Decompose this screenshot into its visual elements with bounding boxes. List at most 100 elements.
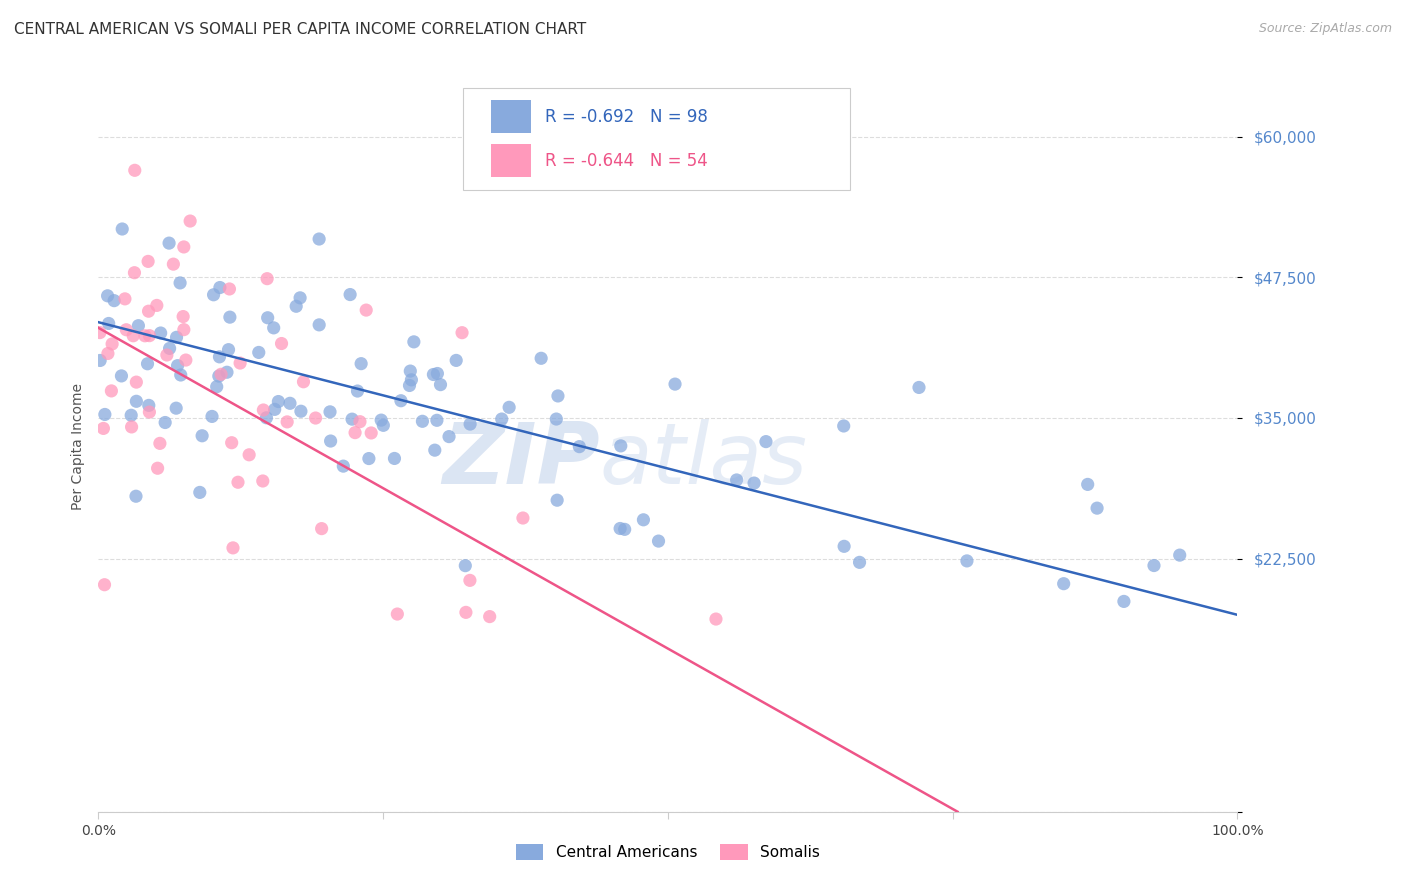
Point <box>153 416 176 430</box>
Point <box>166 359 188 373</box>
Point <box>208 350 231 364</box>
Point <box>138 398 160 412</box>
Point <box>512 511 534 525</box>
Point <box>423 443 446 458</box>
Point <box>354 303 377 318</box>
Point <box>121 420 143 434</box>
Point <box>170 368 193 382</box>
Point <box>93 578 115 592</box>
Point <box>319 434 342 448</box>
Point <box>422 368 444 382</box>
Point <box>215 365 238 379</box>
Bar <box>491 101 531 133</box>
Point <box>613 522 636 536</box>
Point <box>122 328 145 343</box>
Point <box>146 298 169 312</box>
Point <box>1077 477 1099 491</box>
Point <box>401 373 423 387</box>
Point <box>263 402 285 417</box>
Point <box>340 412 363 426</box>
Point <box>222 541 245 555</box>
Point <box>149 326 172 340</box>
Point <box>308 232 330 246</box>
Point <box>138 304 160 318</box>
Point <box>848 555 870 569</box>
Point <box>664 377 686 392</box>
Point <box>256 410 278 425</box>
Point <box>491 412 513 426</box>
Point <box>304 411 326 425</box>
Point <box>115 323 138 337</box>
Point <box>956 554 979 568</box>
Point <box>530 351 553 366</box>
Point <box>311 522 333 536</box>
Point <box>292 375 315 389</box>
Legend: Central Americans, Somalis: Central Americans, Somalis <box>510 838 825 866</box>
Point <box>201 409 224 424</box>
Point <box>498 401 520 415</box>
Point <box>478 609 501 624</box>
Point <box>389 393 412 408</box>
Point <box>1053 576 1076 591</box>
Point <box>138 328 160 343</box>
Point <box>429 377 451 392</box>
Point <box>252 403 274 417</box>
Point <box>173 323 195 337</box>
Point <box>136 254 159 268</box>
Point <box>832 419 855 434</box>
Point <box>134 328 156 343</box>
Point <box>610 439 633 453</box>
Point <box>149 436 172 450</box>
Point <box>97 289 120 303</box>
Point <box>169 276 191 290</box>
Point <box>437 429 460 443</box>
Point <box>256 271 278 285</box>
Point <box>454 606 477 620</box>
Point <box>1085 501 1108 516</box>
Point <box>172 310 194 324</box>
Point <box>209 368 232 382</box>
Point <box>426 367 449 381</box>
Point <box>103 293 125 308</box>
Point <box>704 612 727 626</box>
Point <box>725 473 748 487</box>
Point <box>360 425 382 440</box>
Point <box>114 292 136 306</box>
Point <box>454 558 477 573</box>
Point <box>247 345 270 359</box>
Point <box>290 404 312 418</box>
Point <box>387 607 409 621</box>
Text: R = -0.692   N = 98: R = -0.692 N = 98 <box>546 108 707 126</box>
Point <box>832 539 855 553</box>
Point <box>426 413 449 427</box>
Point <box>384 451 406 466</box>
Point <box>319 405 342 419</box>
FancyBboxPatch shape <box>463 87 851 190</box>
Point <box>205 380 228 394</box>
Point <box>125 375 148 389</box>
Point <box>179 214 201 228</box>
Point <box>226 475 249 490</box>
Point <box>755 434 778 449</box>
Point <box>174 353 197 368</box>
Point <box>157 236 180 251</box>
Point <box>252 474 274 488</box>
Text: R = -0.644   N = 54: R = -0.644 N = 54 <box>546 152 707 169</box>
Point <box>444 353 467 368</box>
Point <box>411 414 433 428</box>
Point <box>120 409 142 423</box>
Point <box>346 384 368 398</box>
Point <box>370 413 392 427</box>
Point <box>451 326 474 340</box>
Point <box>332 459 354 474</box>
Point <box>308 318 330 332</box>
Point <box>373 418 395 433</box>
Point <box>208 369 231 384</box>
Point <box>110 368 132 383</box>
Point <box>97 317 120 331</box>
Point <box>270 336 292 351</box>
Point <box>219 310 242 325</box>
Bar <box>491 145 531 178</box>
Point <box>218 343 240 357</box>
Point <box>166 330 188 344</box>
